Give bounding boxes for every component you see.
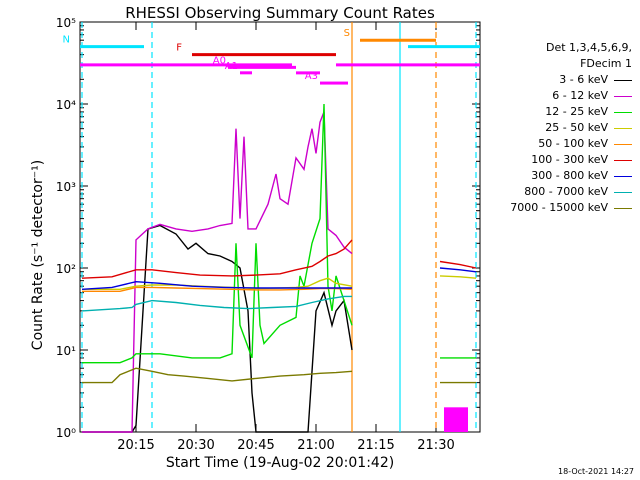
state-bar-label: A3 xyxy=(305,71,318,82)
y-tick-label: 10³ xyxy=(56,180,76,194)
series-line xyxy=(82,224,353,433)
state-bar-label: A1 xyxy=(225,61,238,72)
x-tick-label: 20:45 xyxy=(237,438,274,453)
legend-swatch xyxy=(614,143,632,145)
legend-entry: 6 - 12 keV xyxy=(472,88,632,104)
x-tick-label: 21:00 xyxy=(297,438,334,453)
legend-swatch xyxy=(614,95,632,97)
timestamp: 18-Oct-2021 14:27 xyxy=(558,467,634,476)
legend-label: 300 - 800 keV xyxy=(531,169,608,182)
legend-label: 100 - 300 keV xyxy=(531,153,608,166)
legend-label: 12 - 25 keV xyxy=(545,105,608,118)
x-tick-label: 21:15 xyxy=(357,438,394,453)
legend-label: 25 - 50 keV xyxy=(545,121,608,134)
legend-header-2: FDecim 1 xyxy=(580,57,632,70)
legend-entry: 3 - 6 keV xyxy=(472,72,632,88)
legend-swatch xyxy=(614,79,632,81)
y-tick-label: 10¹ xyxy=(56,344,76,358)
legend: Det 1,3,4,5,6,9, FDecim 1 3 - 6 keV 6 - 1… xyxy=(472,40,632,216)
y-tick-label: 10⁰ xyxy=(56,426,76,440)
legend-entry: 50 - 100 keV xyxy=(472,136,632,152)
series-line-late xyxy=(439,267,477,273)
x-axis-label: Start Time (19-Aug-02 20:01:42) xyxy=(166,455,394,471)
legend-swatch xyxy=(614,127,632,129)
x-tick-label: 20:15 xyxy=(117,438,154,453)
legend-label: 800 - 7000 keV xyxy=(524,185,608,198)
data-gap-block xyxy=(444,407,468,432)
y-tick-label: 10⁴ xyxy=(56,98,76,112)
legend-swatch xyxy=(614,111,632,113)
legend-swatch xyxy=(614,175,632,177)
x-tick-label: 21:30 xyxy=(417,438,454,453)
legend-entry: 800 - 7000 keV xyxy=(472,184,632,200)
series-line xyxy=(82,111,353,433)
legend-entry: 100 - 300 keV xyxy=(472,152,632,168)
legend-entry: 7000 - 15000 keV xyxy=(472,200,632,216)
legend-swatch xyxy=(614,207,632,209)
y-tick-label: 10² xyxy=(56,262,76,276)
legend-label: 6 - 12 keV xyxy=(552,89,608,102)
state-bar-label: S xyxy=(344,28,350,39)
legend-label: 3 - 6 keV xyxy=(559,73,608,86)
legend-swatch xyxy=(614,191,632,193)
series-line xyxy=(82,103,353,364)
plot-area: 10⁰ 10¹ 10² 10³ 10⁴ 10⁵ 20:15 20:30 20:45 21:00 21… xyxy=(56,16,481,453)
series-line xyxy=(81,280,352,290)
state-bar-label: N xyxy=(63,35,70,46)
x-tick-label: 20:30 xyxy=(177,438,214,453)
legend-header-1: Det 1,3,4,5,6,9, xyxy=(545,41,632,54)
legend-label: 7000 - 15000 keV xyxy=(510,201,608,214)
series-line-late xyxy=(439,260,477,269)
legend-swatch xyxy=(614,159,632,161)
state-bar-label: F xyxy=(176,43,182,54)
y-tick-label: 10⁵ xyxy=(56,16,76,30)
legend-entry: 300 - 800 keV xyxy=(472,168,632,184)
y-axis-label: Count Rate (s⁻¹ detector⁻¹) xyxy=(30,160,46,350)
legend-entry: 12 - 25 keV xyxy=(472,104,632,120)
series-line xyxy=(81,239,353,279)
chart-title: RHESSI Observing Summary Count Rates xyxy=(125,4,435,22)
state-bar-label: A0 xyxy=(213,55,226,66)
legend-entry: 25 - 50 keV xyxy=(472,120,632,136)
series-line xyxy=(81,295,352,312)
series-line xyxy=(82,367,353,384)
series-line-late xyxy=(439,275,477,279)
legend-label: 50 - 100 keV xyxy=(538,137,608,150)
